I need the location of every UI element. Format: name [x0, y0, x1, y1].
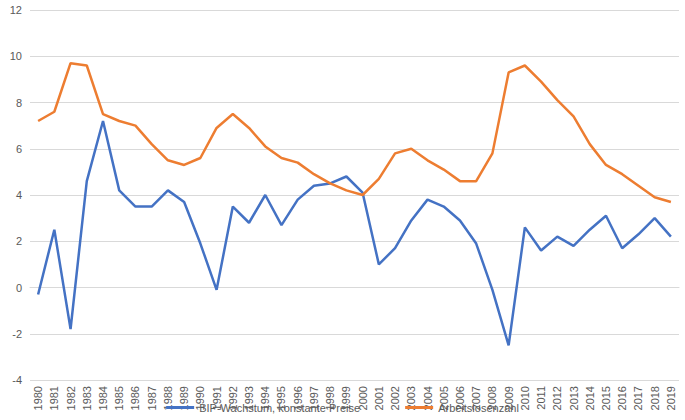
svg-text:2004: 2004: [421, 386, 434, 411]
svg-text:1996: 1996: [291, 386, 304, 411]
svg-text:2012: 2012: [551, 386, 563, 410]
svg-text:2005: 2005: [437, 386, 450, 411]
svg-text:1981: 1981: [48, 386, 60, 410]
svg-text:1982: 1982: [65, 386, 77, 410]
svg-text:1987: 1987: [146, 386, 158, 410]
svg-text:2: 2: [16, 235, 22, 247]
svg-text:2001: 2001: [373, 386, 385, 410]
svg-text:BIP-Wachstum, konstante Preise: BIP-Wachstum, konstante Preise: [199, 402, 360, 414]
svg-text:1991: 1991: [210, 386, 223, 411]
svg-text:1990: 1990: [194, 386, 207, 411]
svg-text:1985: 1985: [113, 386, 125, 410]
svg-text:2014: 2014: [584, 386, 596, 410]
svg-text:1992: 1992: [226, 386, 239, 411]
svg-text:1993: 1993: [243, 386, 255, 411]
svg-text:2009: 2009: [502, 386, 515, 411]
svg-text:1983: 1983: [81, 386, 93, 410]
svg-text:1999: 1999: [340, 386, 353, 411]
svg-text:1994: 1994: [259, 386, 272, 411]
svg-text:Arbeitslosenzahl: Arbeitslosenzahl: [438, 402, 519, 414]
svg-text:12: 12: [10, 4, 22, 16]
svg-text:2017: 2017: [632, 386, 644, 410]
svg-text:2007: 2007: [470, 386, 483, 411]
svg-text:1998: 1998: [324, 386, 337, 411]
svg-text:1988: 1988: [161, 386, 174, 411]
svg-text:2019: 2019: [665, 386, 677, 410]
svg-text:-4: -4: [12, 374, 22, 386]
svg-text:1995: 1995: [275, 386, 288, 411]
svg-text:2010: 2010: [519, 386, 531, 410]
svg-text:2008: 2008: [486, 386, 499, 411]
svg-text:2018: 2018: [649, 386, 661, 410]
svg-text:8: 8: [16, 97, 22, 109]
svg-text:2016: 2016: [616, 386, 628, 410]
svg-text:1984: 1984: [97, 386, 109, 410]
svg-text:2006: 2006: [454, 386, 466, 411]
svg-text:2000: 2000: [356, 386, 369, 411]
svg-text:1997: 1997: [307, 386, 320, 411]
svg-text:2015: 2015: [600, 386, 612, 410]
svg-text:6: 6: [16, 143, 22, 155]
svg-text:1989: 1989: [178, 386, 191, 411]
svg-text:-2: -2: [12, 328, 22, 340]
svg-text:2003: 2003: [405, 386, 418, 411]
svg-text:10: 10: [10, 50, 22, 62]
svg-text:2013: 2013: [568, 386, 580, 410]
svg-text:1980: 1980: [32, 386, 44, 410]
svg-text:1986: 1986: [129, 386, 141, 410]
svg-text:0: 0: [16, 282, 22, 294]
svg-text:2002: 2002: [389, 386, 401, 410]
svg-text:2011: 2011: [535, 386, 547, 410]
svg-text:4: 4: [16, 189, 22, 201]
